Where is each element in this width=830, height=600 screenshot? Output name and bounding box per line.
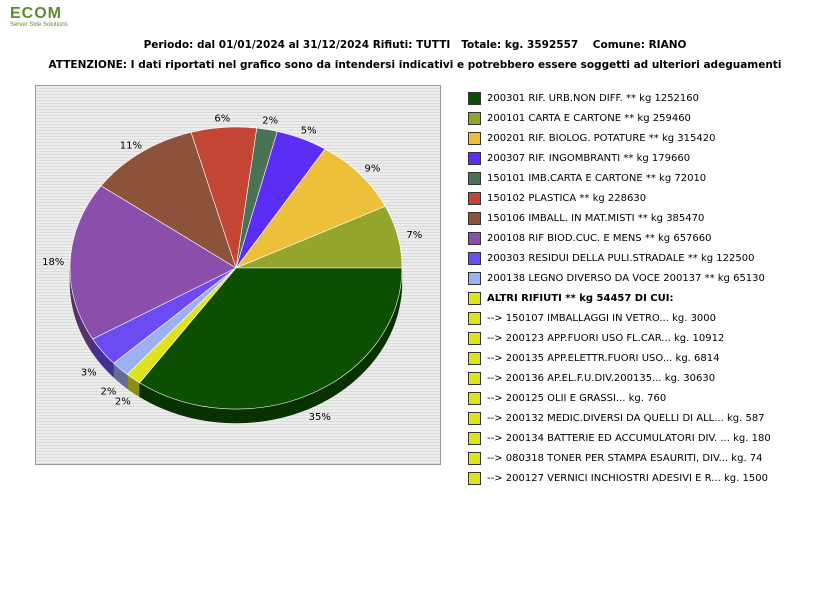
pie-percent-label: 35% — [309, 412, 331, 423]
pie-slice — [139, 267, 403, 410]
legend-swatch — [468, 232, 481, 245]
legend-item: --> 080318 TONER PER STAMPA ESAURITI, DI… — [468, 450, 823, 470]
legend-label: 200108 RIF BIOD.CUC. E MENS ** kg 657660 — [487, 233, 712, 244]
legend-label: --> 200123 APP.FUORI USO FL.CAR... kg. 1… — [487, 333, 725, 344]
legend: 200301 RIF. URB.NON DIFF. ** kg 1252160 2… — [468, 90, 823, 490]
legend-swatch — [468, 392, 481, 405]
legend-item: --> 150107 IMBALLAGGI IN VETRO... kg. 30… — [468, 310, 823, 330]
pie-slice — [100, 131, 237, 269]
chart-title: Periodo: dal 01/01/2024 al 31/12/2024 Ri… — [143, 39, 687, 51]
legend-swatch — [468, 112, 481, 125]
legend-item: 200307 RIF. INGOMBRANTI ** kg 179660 — [468, 150, 823, 170]
legend-swatch — [468, 92, 481, 105]
legend-label: --> 200134 BATTERIE ED ACCUMULATORI DIV.… — [487, 433, 771, 444]
pie-percent-label: 18% — [42, 257, 64, 268]
legend-item: --> 200134 BATTERIE ED ACCUMULATORI DIV.… — [468, 430, 823, 450]
pie-percent-label: 2% — [262, 116, 278, 127]
legend-item: 200301 RIF. URB.NON DIFF. ** kg 1252160 — [468, 90, 823, 110]
legend-item: 200108 RIF BIOD.CUC. E MENS ** kg 657660 — [468, 230, 823, 250]
legend-label: --> 200135 APP.ELETTR.FUORI USO... kg. 6… — [487, 353, 720, 364]
legend-item: 200201 RIF. BIOLOG. POTATURE ** kg 31542… — [468, 130, 823, 150]
legend-label: --> 080318 TONER PER STAMPA ESAURITI, DI… — [487, 453, 763, 464]
pie-side — [69, 269, 403, 424]
legend-item: 150102 PLASTICA ** kg 228630 — [468, 190, 823, 210]
legend-label: --> 200127 VERNICI INCHIOSTRI ADESIVI E … — [487, 473, 768, 484]
legend-swatch — [468, 192, 481, 205]
legend-item: --> 200127 VERNICI INCHIOSTRI ADESIVI E … — [468, 470, 823, 490]
pie-labels: 7%9%5%2%6%11%18%3%2%2%35% — [42, 113, 422, 423]
legend-label: 150106 IMBALL. IN MAT.MISTI ** kg 385470 — [487, 213, 705, 224]
legend-swatch — [468, 272, 481, 285]
legend-label: 200301 RIF. URB.NON DIFF. ** kg 1252160 — [487, 93, 700, 104]
legend-item: --> 200125 OLII E GRASSI... kg. 760 — [468, 390, 823, 410]
legend-item: 200303 RESIDUI DELLA PULI.STRADALE ** kg… — [468, 250, 823, 270]
logo-mark: ECOM — [10, 5, 62, 22]
legend-swatch — [468, 452, 481, 465]
legend-label: 200101 CARTA E CARTONE ** kg 259460 — [487, 113, 691, 124]
legend-swatch — [468, 172, 481, 185]
pie-percent-label: 6% — [214, 113, 230, 124]
legend-label: 150101 IMB.CARTA E CARTONE ** kg 72010 — [487, 173, 707, 184]
legend-swatch — [468, 372, 481, 385]
legend-item: --> 200132 MEDIC.DIVERSI DA QUELLI DI AL… — [468, 410, 823, 430]
pie-percent-label: 5% — [301, 125, 317, 136]
legend-swatch — [468, 252, 481, 265]
legend-label: 200138 LEGNO DIVERSO DA VOCE 200137 ** k… — [487, 273, 765, 284]
legend-item: --> 200135 APP.ELETTR.FUORI USO... kg. 6… — [468, 350, 823, 370]
legend-label: --> 200136 AP.EL.F.U.DIV.200135... kg. 3… — [487, 373, 716, 384]
pie-slice — [235, 148, 386, 269]
legend-swatch — [468, 472, 481, 485]
legend-label: --> 200125 OLII E GRASSI... kg. 760 — [487, 393, 667, 404]
legend-label: 200303 RESIDUI DELLA PULI.STRADALE ** kg… — [487, 253, 755, 264]
pie-top — [69, 126, 403, 410]
legend-swatch — [468, 312, 481, 325]
pie-percent-label: 7% — [406, 230, 422, 241]
legend-label: --> 200132 MEDIC.DIVERSI DA QUELLI DI AL… — [487, 413, 765, 424]
pie-percent-label: 9% — [364, 163, 380, 174]
ecom-logo: ECOM Server Side Solutions — [10, 6, 100, 30]
legend-label: --> 150107 IMBALLAGGI IN VETRO... kg. 30… — [487, 313, 717, 324]
legend-label: 200307 RIF. INGOMBRANTI ** kg 179660 — [487, 153, 691, 164]
legend-swatch — [468, 412, 481, 425]
legend-label: 200201 RIF. BIOLOG. POTATURE ** kg 31542… — [487, 133, 716, 144]
legend-item: 200101 CARTA E CARTONE ** kg 259460 — [468, 110, 823, 130]
legend-label: ALTRI RIFIUTI ** kg 54457 DI CUI: — [487, 293, 674, 304]
chart-warning: ATTENZIONE: I dati riportati nel grafico… — [48, 59, 782, 71]
legend-item: 200138 LEGNO DIVERSO DA VOCE 200137 ** k… — [468, 270, 823, 290]
legend-swatch — [468, 152, 481, 165]
legend-item: --> 200136 AP.EL.F.U.DIV.200135... kg. 3… — [468, 370, 823, 390]
legend-swatch — [468, 132, 481, 145]
pie-slice — [69, 185, 237, 340]
logo-tagline: Server Side Solutions — [10, 22, 68, 28]
legend-swatch — [468, 292, 481, 305]
legend-swatch — [468, 352, 481, 365]
pie-percent-label: 2% — [100, 386, 116, 397]
pie-percent-label: 2% — [115, 397, 131, 408]
legend-item: 150106 IMBALL. IN MAT.MISTI ** kg 385470 — [468, 210, 823, 230]
legend-swatch — [468, 332, 481, 345]
legend-swatch — [468, 432, 481, 445]
pie-percent-label: 11% — [120, 140, 142, 151]
legend-item: ALTRI RIFIUTI ** kg 54457 DI CUI: — [468, 290, 823, 310]
legend-item: 150101 IMB.CARTA E CARTONE ** kg 72010 — [468, 170, 823, 190]
legend-swatch — [468, 212, 481, 225]
legend-item: --> 200123 APP.FUORI USO FL.CAR... kg. 1… — [468, 330, 823, 350]
legend-label: 150102 PLASTICA ** kg 228630 — [487, 193, 647, 204]
pie-percent-label: 3% — [81, 368, 97, 379]
